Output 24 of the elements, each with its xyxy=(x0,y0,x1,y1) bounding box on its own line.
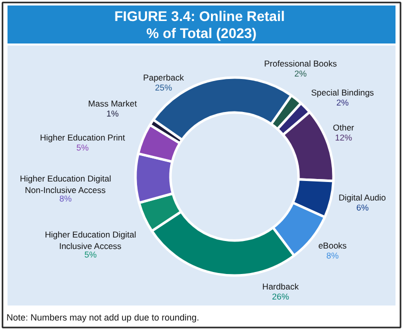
slice-label: Paperback xyxy=(143,72,185,82)
slice-label: Professional Books xyxy=(264,58,337,68)
data-label: 2% xyxy=(336,98,350,108)
data-label: 25% xyxy=(154,82,172,92)
data-label: 12% xyxy=(334,132,352,142)
data-label: 1% xyxy=(106,108,120,118)
data-label: 8% xyxy=(326,250,340,260)
slice-label: Higher Education Print xyxy=(40,132,126,142)
data-label: 5% xyxy=(84,250,98,260)
slice-label: Higher Education Digital Inclusive Access xyxy=(44,230,136,251)
text: Note: Numbers may not add up due to rounding. xyxy=(6,312,200,322)
slice-label: eBooks xyxy=(318,240,347,250)
slice-label: Hardback xyxy=(262,282,300,292)
chart-title: FIGURE 3.4: Online Retail % of Total (2023) xyxy=(114,8,285,41)
slice-label: Mass Market xyxy=(88,98,138,108)
data-label: 26% xyxy=(272,292,290,302)
data-label: 6% xyxy=(356,202,370,212)
slice-label: Special Bindings xyxy=(311,88,374,98)
data-label: 5% xyxy=(76,142,90,152)
slice-label: Other xyxy=(332,122,354,132)
data-label: 8% xyxy=(59,194,72,204)
data-label: 2% xyxy=(294,68,308,78)
slice-label: Digital Audio xyxy=(338,192,386,202)
slice-label: Higher Education Digital Non-Inclusive Access xyxy=(20,174,112,195)
